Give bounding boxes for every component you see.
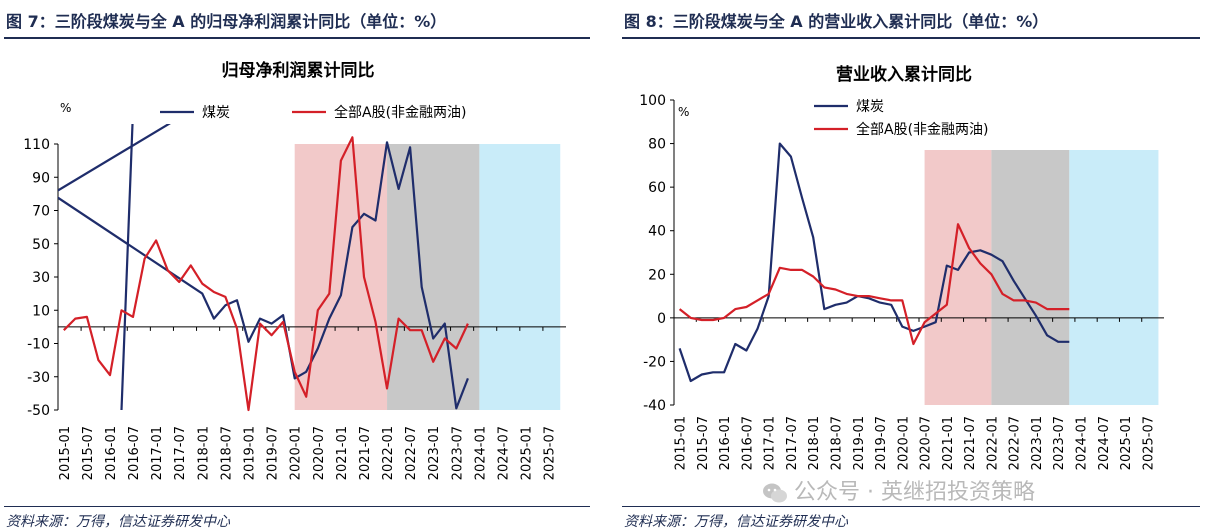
fig7-x-tick-label: 2018-07 (219, 426, 234, 480)
figure-7-panel: 图 7：三阶段煤炭与全 A 的归母净利润累计同比（单位：%） 归母净利润累计同比… (0, 0, 596, 532)
fig8-y-tick-label: -20 (643, 354, 666, 370)
fig8-x-tick-label: 2016-07 (740, 416, 755, 470)
fig8-x-tick-label: 2025-01 (1119, 416, 1134, 470)
fig7-x-tick-label: 2016-07 (127, 426, 142, 480)
fig8-y-tick-label: -40 (643, 398, 666, 414)
fig7-y-tick-label: -50 (27, 403, 50, 419)
fig7-x-tick-label: 2022-01 (381, 426, 396, 480)
fig8-chart-title: 营业收入累计同比 (836, 64, 972, 85)
fig7-x-tick-label: 2017-01 (150, 426, 165, 480)
fig7-x-tick-label: 2023-07 (450, 426, 465, 480)
fig7-x-tick-label: 2025-01 (520, 426, 535, 480)
fig8-x-tick-label: 2021-01 (941, 416, 956, 470)
fig8-x-tick-label: 2018-07 (829, 416, 844, 470)
fig8-y-tick-label: 20 (648, 267, 666, 283)
figure-7-header: 图 7：三阶段煤炭与全 A 的归母净利润累计同比（单位：%） (6, 12, 447, 31)
fig8-y-unit-label: % (678, 105, 689, 119)
fig7-x-tick-label: 2023-01 (427, 426, 442, 480)
fig8-y-tick-label: 40 (648, 224, 666, 240)
figure-8-panel: 图 8：三阶段煤炭与全 A 的营业收入累计同比（单位：%） 营业收入累计同比% 1… (618, 0, 1206, 532)
watermark-text: 公众号 · 英继招投资策略 (794, 480, 1035, 505)
fig7-x-tick-label: 2017-07 (173, 426, 188, 480)
fig8-x-tick-label: 2016-01 (718, 416, 733, 470)
fig7-y-tick-label: -10 (27, 337, 50, 353)
fig8-x-tick-label: 2024-01 (1074, 416, 1089, 470)
fig8-x-tick-label: 2025-07 (1141, 416, 1156, 470)
fig8-x-tick-label: 2019-07 (874, 416, 889, 470)
figure-8-source-rule (622, 506, 1200, 507)
fig7-y-tick-label: -30 (27, 370, 50, 386)
figure-8-header: 图 8：三阶段煤炭与全 A 的营业收入累计同比（单位：%） (624, 12, 1049, 31)
fig8-x-tick-label: 2020-01 (896, 416, 911, 470)
fig8-x-tick-label: 2022-07 (1008, 416, 1023, 470)
fig7-series-line-all-a (63, 136, 469, 412)
fig7-x-tick-label: 2019-01 (243, 426, 258, 480)
fig8-phase-band-1 (924, 150, 992, 405)
fig8-legend-label-coal: 煤炭 (856, 99, 884, 115)
fig8-y-tick-label: 0 (657, 311, 666, 327)
fig8-x-tick-label: 2024-07 (1097, 416, 1112, 470)
fig8-x-tick-label: 2021-07 (963, 416, 978, 470)
fig7-x-tick-label: 2019-07 (266, 426, 281, 480)
fig7-phase-band-1 (294, 144, 388, 410)
fig7-legend-label-all-a: 全部A股(非金融两油) (334, 104, 467, 121)
fig8-x-tick-label: 2023-07 (1052, 416, 1067, 470)
fig8-x-tick-label: 2017-07 (785, 416, 800, 470)
fig7-phase-band-3 (479, 144, 561, 410)
figure-7-source-rule (4, 506, 590, 507)
fig8-series-line-all-a (678, 223, 1070, 346)
fig7-y-tick-label: 90 (32, 170, 50, 186)
fig7-y-tick-label: 50 (32, 237, 50, 253)
figure-7-chart: 归母净利润累计同比% 110 90 70 50 30 10 -10 -30 -50 2015-01 2… (23, 60, 566, 480)
figure-8-header-rule (622, 37, 1200, 39)
fig7-y-tick-label: 30 (32, 270, 50, 286)
fig8-x-tick-label: 2017-01 (763, 416, 778, 470)
fig7-x-tick-label: 2021-07 (358, 426, 373, 480)
fig7-chart-title: 归母净利润累计同比 (222, 60, 375, 81)
fig8-phase-band-2 (991, 150, 1070, 405)
fig7-x-tick-label: 2020-01 (289, 426, 304, 480)
fig8-series-line-coal (678, 142, 1070, 383)
figure-8-chart: 营业收入累计同比% 100 80 60 40 20 0 -20 -40 2015-01 2015-0… (639, 64, 1164, 470)
fig7-y-tick-label: 110 (23, 137, 50, 153)
fig8-x-tick-label: 2023-01 (1030, 416, 1045, 470)
fig8-x-tick-label: 2019-01 (852, 416, 867, 470)
watermark: 公众号 · 英继招投资策略 (762, 474, 1035, 506)
fig7-y-tick-label: 70 (32, 204, 50, 220)
fig7-x-tick-label: 2024-01 (473, 426, 488, 480)
fig8-x-tick-label: 2018-01 (807, 416, 822, 470)
wechat-icon (763, 483, 787, 503)
figure-7-source: 资料来源：万得，信达证券研发中心 (6, 514, 230, 530)
fig8-x-tick-label: 2020-07 (919, 416, 934, 470)
fig7-x-tick-label: 2025-07 (543, 426, 558, 480)
fig7-x-tick-label: 2015-01 (58, 426, 73, 480)
fig7-x-tick-label: 2022-07 (404, 426, 419, 480)
fig7-x-tick-label: 2024-07 (497, 426, 512, 480)
figure-7-header-rule (4, 37, 590, 39)
fig7-x-tick-label: 2021-01 (335, 426, 350, 480)
fig8-legend-label-all-a: 全部A股(非金融两油) (856, 121, 989, 138)
fig7-x-tick-label: 2018-01 (196, 426, 211, 480)
fig8-y-tick-label: 80 (648, 137, 666, 153)
figure-8-source: 资料来源：万得，信达证券研发中心 (624, 514, 848, 530)
fig7-y-tick-label: 10 (32, 303, 50, 319)
fig8-x-tick-label: 2015-07 (696, 416, 711, 470)
fig8-y-tick-label: 100 (639, 93, 666, 109)
fig8-x-tick-label: 2015-01 (674, 416, 689, 470)
fig8-phase-band-3 (1069, 150, 1159, 405)
fig7-phase-band-2 (387, 144, 480, 410)
fig7-x-tick-label: 2015-07 (81, 426, 96, 480)
fig7-legend-label-coal: 煤炭 (202, 105, 230, 121)
fig7-x-tick-label: 2020-07 (312, 426, 327, 480)
fig8-y-tick-label: 60 (648, 180, 666, 196)
fig7-y-unit-label: % (60, 101, 71, 115)
fig8-x-tick-label: 2022-01 (985, 416, 1000, 470)
fig7-x-tick-label: 2016-01 (104, 426, 119, 480)
